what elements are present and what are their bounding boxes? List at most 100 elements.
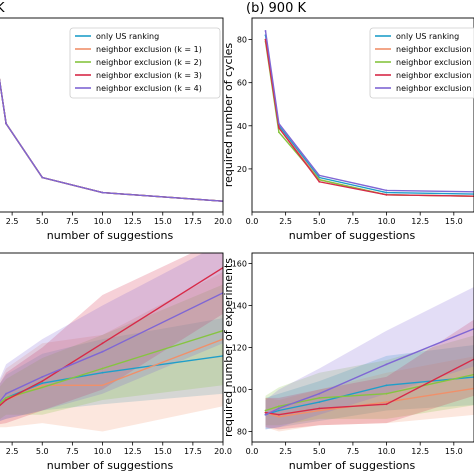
data-point-s0-2: [41, 382, 44, 385]
x-tick-label: 10.0: [378, 447, 396, 456]
data-point-s4-2: [318, 392, 321, 395]
data-point-s3-1: [5, 399, 7, 401]
x-tick-label: 20.0: [214, 217, 232, 226]
plot-area: [264, 287, 474, 432]
chart-panel-bottom-right: 0.0 2.5 5.0 7.5 10.0 12.5 15.0 80 100 120 140 160 nu…: [222, 252, 474, 472]
data-point-s4-2: [318, 174, 321, 177]
chart-panel-bottom-left: 2.5 5.0 7.5 10.0 12.5 15.0 17.5 20.0 number of s…: [0, 252, 232, 472]
legend-label: neighbor exclusion (k = 2): [396, 58, 474, 67]
x-tick-label: 2.5: [279, 447, 292, 456]
data-point-s2-1: [278, 405, 280, 408]
legend-label: neighbor exclusion (k = 4): [96, 84, 202, 93]
x-tick-label: 12.5: [124, 217, 142, 226]
plot-area: [0, 253, 223, 432]
data-point-s3-3: [385, 403, 388, 406]
legend-label: neighbor exclusion (k = 4): [396, 84, 474, 93]
y-tick-label: 120: [232, 344, 247, 353]
data-point-s2-0: [264, 409, 267, 412]
data-point-s2-3: [385, 392, 388, 395]
x-axis-label: number of suggestions: [289, 229, 416, 242]
data-point-s2-2: [318, 397, 321, 399]
plot-area: [0, 78, 223, 203]
data-point-s3-3: [101, 342, 104, 345]
data-point-s3-2: [318, 407, 321, 410]
x-tick-label: 12.5: [411, 217, 429, 226]
data-point-s3-3: [385, 193, 388, 196]
x-tick-label: 15.0: [154, 447, 172, 456]
x-axis-label: number of suggestions: [47, 459, 174, 472]
legend-box: [369, 27, 474, 99]
legend-box: [69, 27, 221, 99]
legend-label: neighbor exclusion (k = 3): [396, 71, 474, 80]
y-tick-label: 20: [237, 165, 247, 174]
x-axis-label: number of suggestions: [47, 229, 174, 242]
legend-label: neighbor exclusion (k = 1): [396, 45, 474, 54]
confidence-band-series-1: [265, 356, 474, 432]
x-tick-label: 5.0: [313, 447, 326, 456]
x-tick-label: 7.5: [347, 447, 360, 456]
data-point-s4-2: [41, 176, 44, 179]
y-tick-label: 140: [232, 302, 247, 311]
data-point-s4-0: [264, 413, 267, 416]
axes-frame: [251, 17, 474, 213]
data-point-s2-2: [41, 386, 44, 389]
x-tick-label: 10.0: [94, 447, 112, 456]
x-tick-label: 15.0: [445, 217, 463, 226]
x-tick-label: 5.0: [36, 217, 49, 226]
data-point-s4-3: [101, 350, 104, 353]
data-point-s4-3: [385, 363, 388, 366]
data-point-s1-2: [318, 409, 321, 412]
legend-label: only US ranking: [96, 32, 159, 41]
legend: only US ranking neighbor exclusion (k = 1…: [369, 27, 474, 99]
y-tick-label: 80: [237, 36, 247, 45]
data-point-s4-1: [5, 122, 7, 125]
data-point-s4-1: [5, 392, 7, 395]
data-point-s0-3: [385, 384, 388, 387]
panel-title: (b) 900 K: [246, 1, 306, 16]
x-tick-label: 15.0: [445, 447, 463, 456]
data-point-s3-2: [318, 180, 321, 183]
data-point-s1-1: [278, 415, 280, 418]
y-axis-label: required number of experiments: [222, 258, 235, 437]
data-point-s0-3: [385, 191, 388, 194]
legend-label: neighbor exclusion (k = 1): [96, 45, 202, 54]
data-point-s4-1: [278, 407, 280, 410]
y-tick-label: 80: [237, 428, 247, 437]
x-tick-label: 2.5: [6, 447, 19, 456]
legend-label: neighbor exclusion (k = 2): [96, 58, 202, 67]
x-tick-label: 5.0: [313, 217, 326, 226]
x-tick-label: 12.5: [411, 447, 429, 456]
data-point-s0-2: [318, 401, 321, 403]
x-tick-label: 7.5: [347, 217, 360, 226]
y-tick-label: 40: [237, 122, 247, 131]
x-tick-label: 17.5: [184, 217, 202, 226]
x-tick-label: 0.0: [246, 217, 259, 226]
y-tick-label: 100: [232, 386, 247, 395]
data-point-s4-2: [41, 376, 44, 378]
data-point-s2-1: [278, 131, 280, 134]
x-tick-label: 12.5: [124, 447, 142, 456]
chart-panel-top-right: 0.0 2.5 5.0 7.5 10.0 12.5 15.0 20 40 60 80 number o…: [222, 1, 474, 242]
x-tick-label: 15.0: [154, 217, 172, 226]
x-tick-label: 7.5: [66, 447, 79, 456]
x-axis-label: number of suggestions: [289, 459, 416, 472]
data-point-s3-1: [278, 413, 280, 416]
data-point-s1-2: [41, 384, 44, 387]
data-point-s0-1: [278, 409, 280, 412]
legend: only US ranking neighbor exclusion (k = 1…: [69, 27, 221, 99]
x-tick-label: 20.0: [214, 447, 232, 456]
confidence-band-series-0: [0, 318, 223, 422]
y-tick-label: 60: [237, 79, 247, 88]
data-point-s3-1: [278, 127, 280, 129]
y-axis-label: required number of cycles: [222, 43, 235, 188]
data-point-s1-3: [385, 401, 388, 403]
confidence-band-series-1: [0, 271, 223, 432]
plot-area: [264, 30, 474, 197]
data-point-s4-1: [278, 122, 280, 125]
data-point-s2-3: [101, 367, 104, 370]
x-tick-label: 5.0: [36, 447, 49, 456]
data-point-s3-2: [41, 380, 44, 382]
x-tick-label: 10.0: [378, 217, 396, 226]
x-tick-label: 2.5: [279, 217, 292, 226]
